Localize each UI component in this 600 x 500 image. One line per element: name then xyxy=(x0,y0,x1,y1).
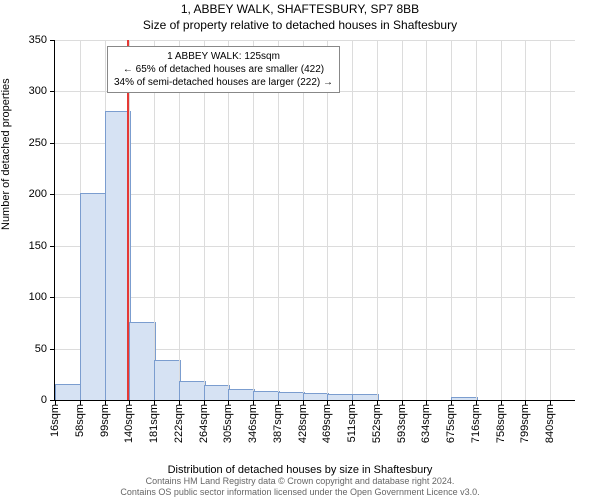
bar xyxy=(253,391,280,400)
gridline-h xyxy=(55,246,575,247)
bar xyxy=(278,392,305,400)
y-tick xyxy=(50,297,55,298)
gridline-v xyxy=(476,40,477,400)
gridline-v xyxy=(451,40,452,400)
gridline-v xyxy=(327,40,328,400)
x-tick-label: 181sqm xyxy=(148,404,160,443)
footer: Contains HM Land Registry data © Crown c… xyxy=(0,476,600,498)
y-tick xyxy=(50,40,55,41)
gridline-v xyxy=(525,40,526,400)
gridline-h xyxy=(55,143,575,144)
x-tick-label: 758sqm xyxy=(495,404,507,443)
annotation-line3: 34% of semi-detached houses are larger (… xyxy=(114,76,333,89)
gridline-v xyxy=(228,40,229,400)
gridline-h xyxy=(55,194,575,195)
gridline-h xyxy=(55,40,575,41)
annotation-line2: ← 65% of detached houses are smaller (42… xyxy=(114,63,333,76)
gridline-v xyxy=(278,40,279,400)
bar xyxy=(80,193,107,400)
footer-line1: Contains HM Land Registry data © Crown c… xyxy=(0,476,600,487)
x-tick-label: 387sqm xyxy=(272,404,284,443)
gridline-v xyxy=(352,40,353,400)
gridline-v xyxy=(402,40,403,400)
gridline-v xyxy=(179,40,180,400)
x-tick-label: 840sqm xyxy=(544,404,556,443)
x-tick-label: 634sqm xyxy=(420,404,432,443)
marker-line xyxy=(127,40,129,400)
gridline-v xyxy=(303,40,304,400)
y-tick-label: 250 xyxy=(29,137,47,149)
y-tick-label: 350 xyxy=(29,34,47,46)
y-tick-label: 150 xyxy=(29,240,47,252)
y-tick-label: 300 xyxy=(29,85,47,97)
x-tick-label: 140sqm xyxy=(123,404,135,443)
y-axis-label: Number of detached properties xyxy=(0,218,12,230)
bar xyxy=(129,322,156,400)
gridline-v xyxy=(501,40,502,400)
bar xyxy=(55,384,82,400)
gridline-v xyxy=(253,40,254,400)
gridline-v xyxy=(426,40,427,400)
y-tick-label: 50 xyxy=(35,343,47,355)
x-tick-label: 799sqm xyxy=(519,404,531,443)
y-tick xyxy=(50,91,55,92)
x-axis-label: Distribution of detached houses by size … xyxy=(0,464,600,476)
y-tick xyxy=(50,349,55,350)
x-tick-label: 675sqm xyxy=(445,404,457,443)
x-tick-label: 16sqm xyxy=(49,404,61,437)
gridline-h xyxy=(55,297,575,298)
annotation-line1: 1 ABBEY WALK: 125sqm xyxy=(114,50,333,63)
bar xyxy=(154,360,181,400)
x-tick-label: 511sqm xyxy=(346,404,358,442)
x-tick-label: 469sqm xyxy=(321,404,333,443)
plot-area: 05010015020025030035016sqm58sqm99sqm140s… xyxy=(54,40,575,401)
x-tick-label: 428sqm xyxy=(297,404,309,443)
x-tick-label: 716sqm xyxy=(470,404,482,443)
x-tick-label: 58sqm xyxy=(74,404,86,437)
x-tick-label: 552sqm xyxy=(371,404,383,443)
gridline-v xyxy=(204,40,205,400)
title-sub: Size of property relative to detached ho… xyxy=(0,18,600,32)
y-tick-label: 100 xyxy=(29,291,47,303)
chart-container: 1, ABBEY WALK, SHAFTESBURY, SP7 8BB Size… xyxy=(0,0,600,500)
x-tick-label: 593sqm xyxy=(396,404,408,443)
x-tick-label: 99sqm xyxy=(99,404,111,437)
x-tick-label: 264sqm xyxy=(198,404,210,443)
y-tick-label: 0 xyxy=(41,394,47,406)
gridline-v xyxy=(377,40,378,400)
annotation-box: 1 ABBEY WALK: 125sqm ← 65% of detached h… xyxy=(107,46,340,93)
bar xyxy=(228,389,255,400)
y-tick xyxy=(50,246,55,247)
y-tick-label: 200 xyxy=(29,188,47,200)
footer-line2: Contains OS public sector information li… xyxy=(0,487,600,498)
y-tick xyxy=(50,143,55,144)
gridline-v xyxy=(154,40,155,400)
bar xyxy=(451,397,478,400)
bar xyxy=(303,393,330,400)
x-tick-label: 305sqm xyxy=(222,404,234,443)
bar xyxy=(327,394,354,400)
title-main: 1, ABBEY WALK, SHAFTESBURY, SP7 8BB xyxy=(0,2,600,16)
y-tick xyxy=(50,194,55,195)
x-tick-label: 346sqm xyxy=(247,404,259,443)
bar xyxy=(204,385,231,400)
bar xyxy=(179,381,206,401)
x-tick-label: 222sqm xyxy=(173,404,185,443)
gridline-v xyxy=(550,40,551,400)
bar xyxy=(352,394,379,400)
